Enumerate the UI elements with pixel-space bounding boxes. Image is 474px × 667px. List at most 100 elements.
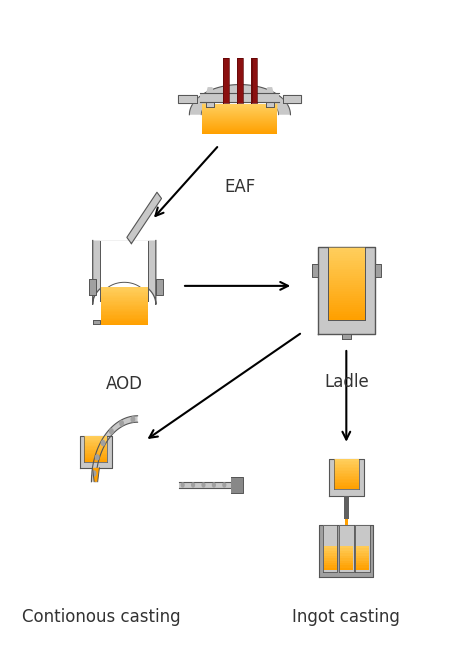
Polygon shape xyxy=(202,132,277,133)
Polygon shape xyxy=(328,312,365,314)
Polygon shape xyxy=(101,319,147,320)
Polygon shape xyxy=(101,293,147,295)
Polygon shape xyxy=(231,477,243,493)
Polygon shape xyxy=(266,101,274,107)
Polygon shape xyxy=(328,317,365,319)
Circle shape xyxy=(181,483,184,487)
Circle shape xyxy=(95,455,99,460)
Polygon shape xyxy=(323,525,337,572)
Polygon shape xyxy=(84,453,108,454)
Polygon shape xyxy=(202,118,277,119)
Polygon shape xyxy=(328,263,365,265)
Polygon shape xyxy=(202,125,277,126)
Polygon shape xyxy=(324,558,337,560)
Polygon shape xyxy=(84,437,108,438)
Polygon shape xyxy=(334,465,359,467)
Polygon shape xyxy=(100,241,148,301)
Polygon shape xyxy=(375,264,381,277)
Polygon shape xyxy=(179,482,231,488)
Circle shape xyxy=(223,483,226,487)
Circle shape xyxy=(212,483,215,487)
Polygon shape xyxy=(340,560,353,563)
Polygon shape xyxy=(101,301,147,302)
Polygon shape xyxy=(101,291,147,292)
Polygon shape xyxy=(101,317,147,319)
Polygon shape xyxy=(324,546,337,548)
Polygon shape xyxy=(328,249,365,251)
Polygon shape xyxy=(101,292,147,293)
Polygon shape xyxy=(101,289,147,291)
Polygon shape xyxy=(334,470,359,472)
Polygon shape xyxy=(84,456,108,457)
Circle shape xyxy=(131,417,135,422)
Polygon shape xyxy=(84,441,108,442)
Polygon shape xyxy=(334,462,359,464)
Polygon shape xyxy=(334,459,359,461)
Polygon shape xyxy=(89,279,96,295)
Polygon shape xyxy=(84,448,108,449)
Polygon shape xyxy=(84,438,108,440)
Polygon shape xyxy=(84,444,108,445)
Polygon shape xyxy=(84,454,108,456)
Polygon shape xyxy=(324,551,337,553)
Polygon shape xyxy=(202,113,277,114)
Polygon shape xyxy=(356,551,369,553)
Polygon shape xyxy=(356,558,369,560)
Text: Contionous casting: Contionous casting xyxy=(22,608,181,626)
Polygon shape xyxy=(101,309,147,310)
Polygon shape xyxy=(329,459,364,496)
Polygon shape xyxy=(84,458,108,460)
Polygon shape xyxy=(328,281,365,283)
Polygon shape xyxy=(328,291,365,292)
Polygon shape xyxy=(312,264,318,277)
Polygon shape xyxy=(202,133,277,134)
Polygon shape xyxy=(190,85,291,115)
Polygon shape xyxy=(201,93,280,101)
Polygon shape xyxy=(328,294,365,296)
Polygon shape xyxy=(84,457,108,458)
Polygon shape xyxy=(156,279,163,295)
Polygon shape xyxy=(319,525,373,577)
Circle shape xyxy=(101,440,105,446)
Polygon shape xyxy=(101,320,147,321)
Polygon shape xyxy=(101,311,147,313)
Polygon shape xyxy=(340,548,353,551)
Polygon shape xyxy=(328,274,365,276)
Polygon shape xyxy=(92,468,100,482)
Polygon shape xyxy=(328,269,365,271)
Polygon shape xyxy=(101,306,147,307)
Polygon shape xyxy=(202,127,277,128)
Polygon shape xyxy=(202,110,277,111)
Circle shape xyxy=(202,483,205,487)
Polygon shape xyxy=(328,292,365,294)
Polygon shape xyxy=(101,287,147,301)
Polygon shape xyxy=(334,474,359,476)
Polygon shape xyxy=(328,276,365,277)
Polygon shape xyxy=(223,57,229,103)
Polygon shape xyxy=(334,476,359,478)
Polygon shape xyxy=(101,315,147,316)
Polygon shape xyxy=(202,123,277,124)
Polygon shape xyxy=(101,305,147,306)
Polygon shape xyxy=(328,283,365,285)
Polygon shape xyxy=(101,287,147,288)
Polygon shape xyxy=(356,556,369,558)
Polygon shape xyxy=(328,309,365,311)
Polygon shape xyxy=(101,295,147,296)
Polygon shape xyxy=(356,566,369,568)
Polygon shape xyxy=(339,525,354,572)
Polygon shape xyxy=(202,115,277,116)
Polygon shape xyxy=(340,546,353,548)
Polygon shape xyxy=(334,485,359,486)
Circle shape xyxy=(191,483,194,487)
Polygon shape xyxy=(84,460,108,461)
Polygon shape xyxy=(202,128,277,129)
Polygon shape xyxy=(328,299,365,301)
Polygon shape xyxy=(334,464,359,465)
Polygon shape xyxy=(356,546,369,548)
Polygon shape xyxy=(328,287,365,289)
Polygon shape xyxy=(202,122,277,123)
Polygon shape xyxy=(251,57,253,103)
Polygon shape xyxy=(334,468,359,470)
Polygon shape xyxy=(328,277,365,279)
